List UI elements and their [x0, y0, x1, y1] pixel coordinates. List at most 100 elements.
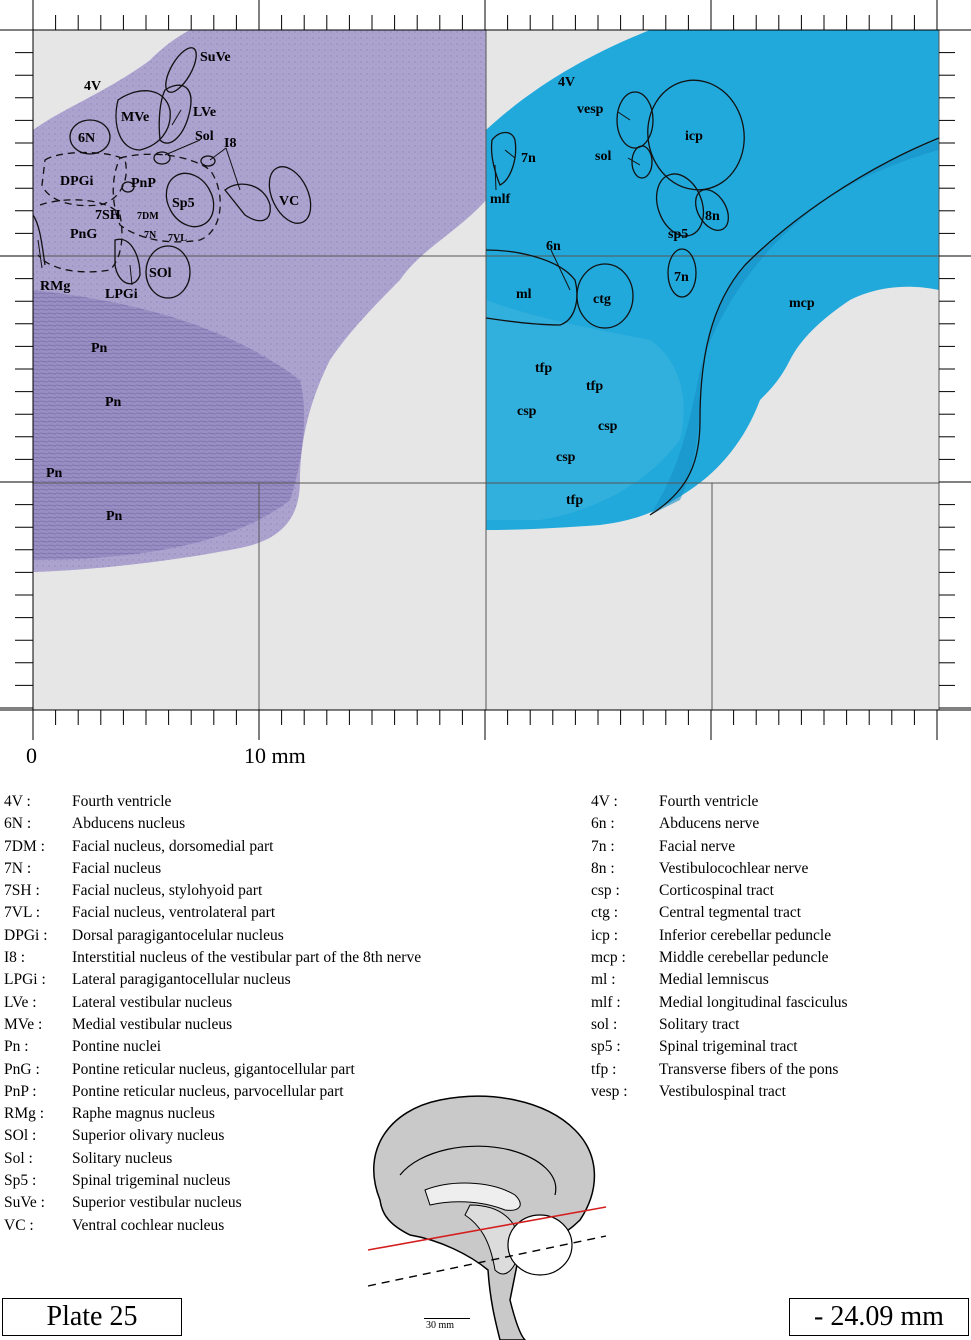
legend-entry: Sol : Solitary nucleus [4, 1148, 421, 1170]
right-region-label: 7n [521, 151, 536, 166]
plate-number: Plate 25 [2, 1298, 182, 1336]
legend-description: Lateral paragigantocellular nucleus [72, 971, 291, 989]
axis-zero-label: 0 [26, 743, 37, 768]
right-region-label: sol [595, 149, 611, 164]
left-region-label: MVe [121, 110, 149, 125]
legend-entry: 7VL : Facial nucleus, ventrolateral part [4, 902, 421, 924]
legend-entry: mcp : Middle cerebellar peduncle [591, 947, 848, 969]
legend-abbreviation: I8 : [4, 949, 26, 967]
legend-abbreviation: 6N : [4, 815, 32, 833]
legend-entry: icp : Inferior cerebellar peduncle [591, 925, 848, 947]
legend-abbreviation: Sp5 : [4, 1172, 37, 1190]
legend-description: Corticospinal tract [659, 882, 774, 900]
legend-left: 4V : Fourth ventricle 6N : Abducens nucleus… [4, 791, 421, 1237]
left-region-outlines [32, 47, 312, 299]
left-panel-tissue [33, 30, 486, 572]
left-region-label: 7SH [95, 208, 121, 223]
legend-abbreviation: ml : [591, 971, 616, 989]
legend-entry: LVe : Lateral vestibular nucleus [4, 992, 421, 1014]
left-region-label: 4V [84, 79, 101, 94]
ruler-ticks [0, 0, 971, 740]
legend-entry: 7SH : Facial nucleus, stylohyoid part [4, 880, 421, 902]
legend-entry: PnG : Pontine reticular nucleus, gigantoc… [4, 1059, 421, 1081]
legend-description: Fourth ventricle [72, 793, 172, 810]
legend-abbreviation: Sol : [4, 1149, 33, 1167]
right-region-label: ctg [593, 292, 611, 307]
legend-entry: ctg : Central tegmental tract [591, 902, 848, 924]
legend-abbreviation: sol : [591, 1015, 618, 1033]
legend-description: Inferior cerebellar peduncle [659, 926, 832, 944]
left-region-label: LPGi [105, 287, 138, 302]
right-region-label: 8n [705, 209, 720, 224]
legend-abbreviation: tfp : [591, 1060, 617, 1078]
legend-entry: 4V : Fourth ventricle [4, 791, 421, 813]
legend-entry: 7n : Facial nerve [591, 836, 848, 858]
legend-entry: 4V : Fourth ventricle [591, 791, 848, 813]
legend-description: Dorsal paragigantocelular nucleus [72, 926, 284, 944]
legend-entry: Sp5 : Spinal trigeminal nucleus [4, 1170, 421, 1192]
right-region-outlines [485, 79, 940, 516]
right-region-label: 6n [546, 239, 561, 254]
right-region-label: 7n [674, 270, 689, 285]
legend-description: Vestibulospinal tract [659, 1082, 786, 1100]
legend-abbreviation: 7N : [4, 859, 32, 877]
legend-abbreviation: LPGi : [4, 971, 46, 989]
legend-abbreviation: 4V : [4, 793, 31, 810]
right-panel-tissue [486, 30, 939, 530]
right-region-label: mlf [490, 192, 511, 207]
legend-description: Superior vestibular nucleus [72, 1194, 242, 1212]
legend-entry: SOl : Superior olivary nucleus [4, 1125, 421, 1147]
legend-description: Pontine reticular nucleus, gigantocellul… [72, 1060, 355, 1078]
legend-abbreviation: 8n : [591, 859, 615, 877]
legend-description: Medial vestibular nucleus [72, 1015, 233, 1033]
legend-entry: sol : Solitary tract [591, 1014, 848, 1036]
left-region-label: SuVe [200, 50, 231, 65]
legend-abbreviation: SuVe : [4, 1194, 45, 1212]
legend-description: Transverse fibers of the pons [659, 1060, 839, 1078]
legend-entry: 8n : Vestibulocochlear nerve [591, 858, 848, 880]
right-region-label: csp [598, 419, 618, 434]
left-region-label: Sp5 [172, 196, 195, 211]
left-region-label: Sol [195, 129, 214, 144]
legend-entry: mlf : Medial longitudinal fasciculus [591, 992, 848, 1014]
right-region-label: 4V [558, 75, 575, 90]
legend-description: Abducens nerve [659, 815, 760, 833]
legend-description: Facial nucleus, dorsomedial part [72, 837, 274, 855]
legend-description: Facial nerve [659, 837, 736, 855]
legend-description: Pontine reticular nucleus, parvocellular… [72, 1082, 344, 1100]
left-region-label: 7DM [137, 211, 159, 222]
legend-description: Spinal trigeminal tract [659, 1038, 798, 1056]
legend-abbreviation: 7SH : [4, 882, 40, 900]
legend-entry: VC : Ventral cochlear nucleus [4, 1215, 421, 1237]
right-region-label: vesp [577, 102, 604, 117]
left-region-label: PnP [131, 176, 156, 191]
legend-abbreviation: 7DM : [4, 837, 45, 855]
legend-entry: 7DM : Facial nucleus, dorsomedial part [4, 836, 421, 858]
legend-right: 4V : Fourth ventricle 6n : Abducens nerve 7n… [591, 791, 848, 1103]
legend-abbreviation: 4V : [591, 793, 618, 810]
left-region-label: Pn [46, 466, 63, 481]
left-region-label: LVe [193, 105, 216, 120]
left-dashed-outlines [37, 151, 221, 273]
legend-abbreviation: PnG : [4, 1060, 40, 1078]
brain-sagittal-inset [367, 1095, 607, 1340]
legend-abbreviation: icp : [591, 926, 619, 944]
left-region-label: VC [279, 194, 299, 209]
legend-entry: LPGi : Lateral paragigantocellular nucleu… [4, 969, 421, 991]
legend-abbreviation: RMg : [4, 1105, 45, 1123]
left-region-label: RMg [40, 279, 70, 294]
legend-entry: 7N : Facial nucleus [4, 858, 421, 880]
legend-description: Spinal trigeminal nucleus [72, 1172, 231, 1190]
right-region-label: tfp [586, 379, 603, 394]
right-region-label: mcp [789, 296, 815, 311]
legend-description: Vestibulocochlear nerve [659, 859, 809, 877]
legend-description: Interstitial nucleus of the vestibular p… [72, 949, 422, 967]
scale-bar-label: 30 mm [426, 1320, 455, 1331]
legend-description: Solitary tract [659, 1015, 740, 1033]
legend-abbreviation: Pn : [4, 1038, 29, 1056]
legend-description: Pontine nuclei [72, 1038, 162, 1056]
left-region-label: PnG [70, 227, 97, 242]
legend-description: Ventral cochlear nucleus [72, 1216, 225, 1234]
